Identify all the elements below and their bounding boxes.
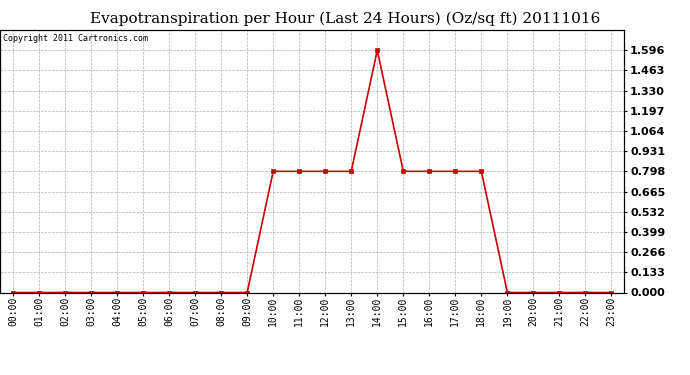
Text: Evapotranspiration per Hour (Last 24 Hours) (Oz/sq ft) 20111016: Evapotranspiration per Hour (Last 24 Hou… bbox=[90, 11, 600, 26]
Text: Copyright 2011 Cartronics.com: Copyright 2011 Cartronics.com bbox=[3, 34, 148, 43]
